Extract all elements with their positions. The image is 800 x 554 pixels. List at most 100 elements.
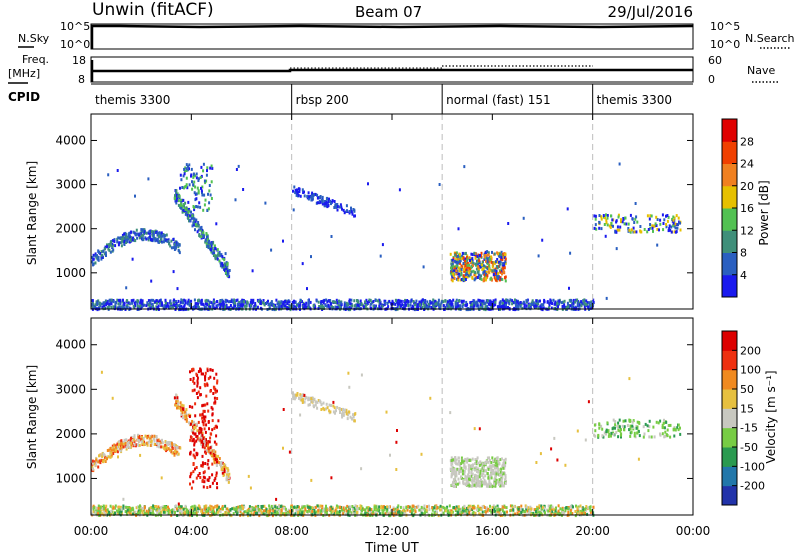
range-gate-cell [504, 306, 507, 310]
range-gate-cell [191, 505, 194, 509]
range-gate-cell [415, 505, 418, 509]
range-gate-cell [96, 254, 99, 258]
range-gate-cell [182, 416, 184, 420]
range-gate-cell [128, 306, 131, 310]
range-gate-cell [214, 450, 217, 454]
range-gate-cell [611, 218, 614, 222]
range-gate-cell [157, 300, 160, 304]
range-gate-cell [128, 509, 131, 513]
range-gate-cell [186, 510, 189, 514]
range-gate-cell [197, 390, 200, 394]
range-gate-cell [293, 299, 295, 303]
range-gate-cell [200, 174, 203, 178]
range-gate-cell [422, 512, 425, 516]
range-gate-cell [392, 512, 395, 516]
range-gate-cell [169, 299, 172, 303]
range-gate-cell [463, 278, 466, 282]
range-gate-cell [477, 467, 480, 471]
range-gate-cell [114, 446, 117, 450]
range-gate-cell [266, 514, 269, 518]
range-gate-cell [531, 299, 534, 303]
range-gate-cell [216, 425, 218, 429]
range-gate-cell [141, 510, 144, 514]
range-gate-cell [185, 211, 188, 215]
range-gate-cell [174, 510, 176, 514]
range-gate-cell [542, 306, 545, 310]
y-tick-label: 2000 [55, 222, 86, 236]
range-gate-cell [490, 303, 493, 307]
range-gate-cell [190, 210, 192, 214]
range-gate-cell [221, 466, 224, 470]
range-gate-cell [207, 192, 209, 196]
range-gate-cell [150, 298, 153, 302]
range-gate-cell [364, 306, 367, 309]
range-gate-cell [204, 511, 207, 515]
range-gate-cell [217, 454, 220, 458]
range-gate-cell [584, 512, 586, 515]
range-gate-cell [153, 434, 156, 438]
range-gate-cell [572, 505, 574, 509]
range-gate-cell [164, 507, 167, 511]
range-gate-cell [195, 422, 198, 426]
range-gate-cell [463, 469, 466, 473]
range-gate-cell [316, 504, 319, 508]
range-gate-cell [402, 306, 405, 310]
nsky-trace [91, 24, 694, 29]
range-gate-cell [247, 514, 249, 518]
range-gate-cell [197, 420, 200, 424]
range-gate-cell [225, 304, 228, 307]
range-gate-cell [374, 306, 376, 310]
range-gate-cell [149, 437, 152, 441]
range-gate-cell [215, 511, 218, 515]
range-gate-cell [373, 508, 376, 512]
range-gate-cell [647, 228, 650, 231]
range-gate-cell [320, 302, 322, 305]
range-gate-cell [451, 302, 454, 306]
range-gate-cell [110, 453, 113, 457]
range-gate-cell [475, 466, 478, 470]
range-gate-cell [128, 511, 131, 515]
range-gate-cell [187, 300, 190, 304]
range-gate-cell [561, 304, 564, 308]
range-gate-cell [411, 507, 413, 511]
range-gate-cell [156, 511, 159, 515]
range-gate-cell [556, 511, 559, 515]
range-gate-cell [214, 454, 217, 458]
range-gate-cell [489, 508, 491, 512]
range-gate-cell [455, 269, 458, 273]
range-gate-cell [462, 302, 465, 306]
range-gate-cell [184, 301, 187, 305]
range-gate-cell [462, 506, 464, 510]
range-gate-cell [453, 259, 456, 263]
range-gate-cell [369, 306, 372, 310]
range-gate-cell [590, 304, 592, 308]
range-gate-cell [185, 163, 188, 167]
range-gate-cell [534, 302, 537, 306]
range-gate-cell [354, 214, 356, 218]
range-gate-cell [317, 300, 320, 304]
range-gate-cell [662, 228, 665, 232]
nsearch-tick-top: 10^5 [710, 20, 740, 33]
range-gate-cell [496, 276, 498, 279]
range-gate-cell [118, 447, 121, 451]
range-gate-cell [468, 263, 471, 267]
range-gate-cell [128, 302, 131, 306]
range-gate-cell [457, 477, 460, 481]
range-gate-cell [142, 233, 145, 237]
range-gate-cell [120, 439, 123, 443]
range-gate-cell [578, 303, 581, 307]
range-gate-cell [162, 510, 165, 514]
range-gate-cell [541, 505, 544, 509]
range-gate-cell [264, 302, 267, 305]
range-gate-cell [231, 306, 234, 310]
range-gate-cell [466, 269, 468, 273]
range-gate-cell [211, 462, 214, 466]
range-gate-cell [469, 272, 472, 276]
range-gate-cell [199, 205, 202, 209]
range-gate-cell [649, 214, 652, 218]
range-gate-cell [150, 440, 152, 444]
range-gate-cell [489, 268, 492, 272]
range-gate-cell [268, 504, 271, 508]
range-gate-cell [193, 217, 196, 221]
range-gate-cell [206, 209, 209, 212]
